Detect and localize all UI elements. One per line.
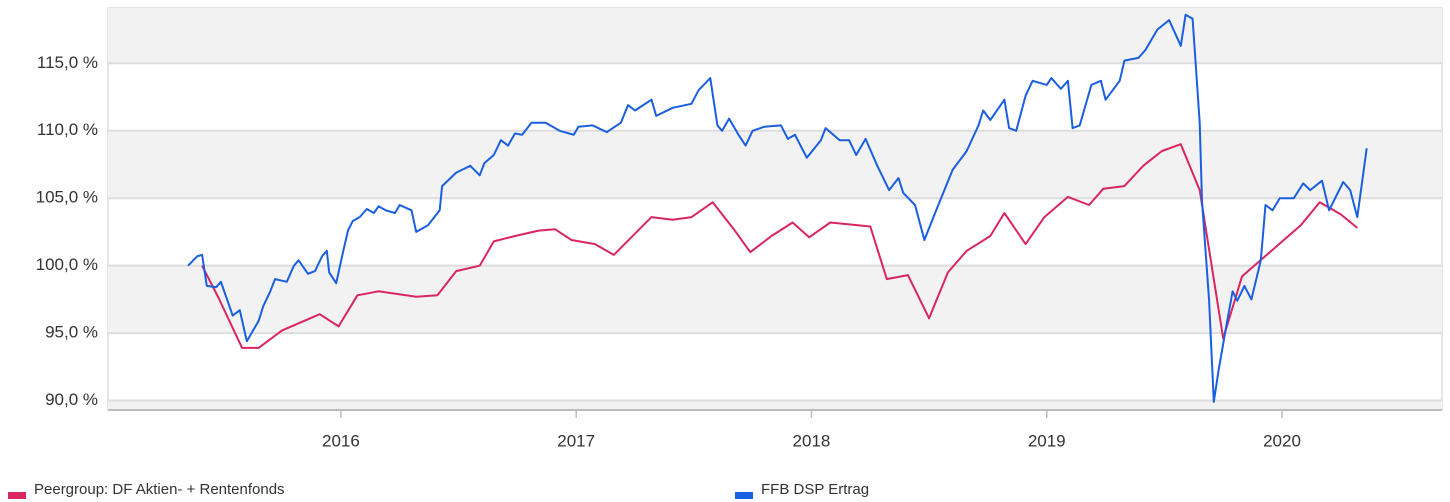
y-tick-label: 95,0 % (45, 323, 98, 342)
x-tick-label: 2017 (557, 431, 595, 450)
y-tick-label: 115,0 % (37, 53, 98, 72)
y-tick-label: 105,0 % (36, 188, 98, 207)
series-line (187, 13, 1368, 403)
plot-background (107, 7, 1443, 411)
legend-swatch (735, 492, 753, 499)
bands (107, 7, 1443, 411)
y-tick-label: 110,0 % (37, 120, 98, 139)
x-tick-label: 2019 (1028, 431, 1066, 450)
legend: Peergroup: DF Aktien- + Rentenfonds FFB D… (8, 481, 869, 499)
legend-label: Peergroup: DF Aktien- + Rentenfonds (34, 481, 285, 498)
band (108, 400, 1442, 410)
x-tick-label: 2020 (1263, 431, 1301, 450)
band (108, 130, 1442, 199)
y-tick-label: 90,0 % (45, 390, 98, 409)
x-tick-label: 2016 (322, 431, 360, 450)
series-line (201, 143, 1358, 349)
plot (187, 13, 1368, 403)
legend-swatch (8, 492, 26, 499)
legend-label: FFB DSP Ertrag (761, 481, 869, 498)
y-tick-label: 100,0 % (36, 255, 98, 274)
band (108, 8, 1442, 64)
x-tick-label: 2018 (793, 431, 831, 450)
